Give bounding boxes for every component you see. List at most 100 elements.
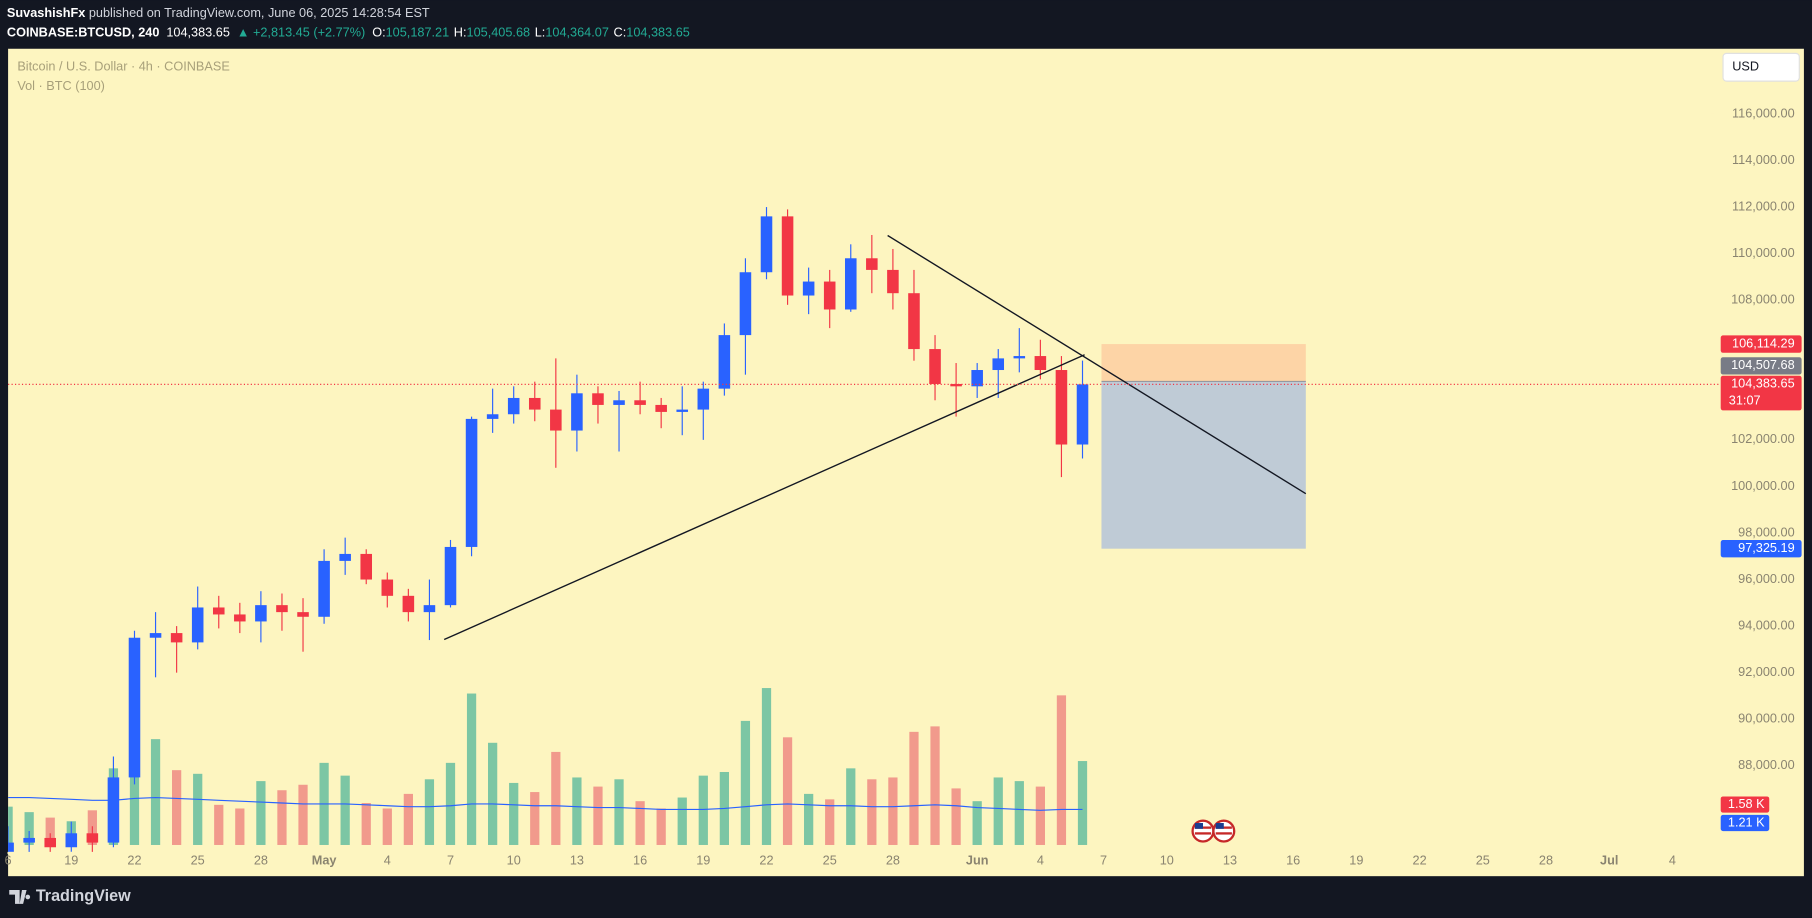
x-tick-label: 19 — [1349, 853, 1363, 868]
volume-bar — [761, 688, 772, 845]
candle-body — [128, 637, 141, 778]
currency-label[interactable]: USD — [1732, 59, 1759, 74]
volume-bar — [424, 779, 435, 845]
volume-bar — [888, 777, 898, 845]
plot-area — [8, 207, 1307, 852]
candle-body — [550, 409, 562, 431]
candle-body — [718, 335, 731, 389]
y-tick-label: 90,000.00 — [1738, 711, 1795, 726]
ohlc-key: O: — [372, 25, 385, 40]
candle-body — [760, 216, 773, 273]
candle-body — [971, 370, 983, 387]
legend-instrument: Bitcoin / U.S. Dollar · 4h · COINBASE — [17, 59, 230, 74]
candle-body — [339, 553, 351, 561]
candle-body — [844, 258, 857, 310]
candle-body — [107, 777, 120, 843]
x-tick-label: 25 — [191, 853, 205, 868]
candle-body — [65, 833, 78, 848]
candle-body — [929, 349, 941, 384]
y-tick-label: 102,000.00 — [1731, 431, 1795, 446]
volume-bar — [677, 797, 687, 845]
candle-body — [402, 595, 415, 613]
x-tick-label: 16 — [633, 853, 647, 868]
volume-bar — [340, 775, 350, 845]
candle-body — [486, 414, 499, 419]
last-price-badge-label: 104,383.65 — [1731, 376, 1795, 391]
volume-bar — [193, 773, 203, 845]
volume-bar — [846, 768, 856, 845]
volume-ma — [8, 796, 1083, 811]
chart-background — [8, 48, 1804, 877]
y-tick-label: 100,000.00 — [1731, 478, 1795, 493]
volume-bar — [361, 803, 371, 845]
candle-body — [887, 269, 899, 294]
y-tick-label: 114,000.00 — [1732, 152, 1795, 167]
y-tick-label: 92,000.00 — [1738, 664, 1795, 679]
event-flags[interactable] — [1191, 819, 1236, 843]
volume-bar — [1056, 695, 1067, 845]
candle-body — [739, 272, 752, 336]
candle-body — [676, 409, 689, 412]
author: SuvashishFx — [7, 5, 85, 20]
candle-body — [866, 258, 878, 270]
ohlc-key: L: — [535, 25, 546, 40]
candle-body — [1055, 370, 1068, 445]
x-tick-label: 10 — [507, 853, 521, 868]
candle-body — [423, 605, 436, 613]
volume-badge — [1720, 796, 1770, 813]
candle-body — [1034, 356, 1047, 371]
target-badge — [1720, 540, 1802, 558]
candle-body — [950, 383, 962, 387]
ohlc-value: 105,187.21 — [386, 25, 450, 40]
candle-body — [23, 837, 35, 843]
x-tick-label: 10 — [1160, 853, 1174, 868]
candle-body — [655, 404, 667, 412]
x-tick-label: 22 — [759, 853, 773, 868]
entry-badge-label: 104,507.68 — [1731, 357, 1795, 372]
x-tick-label: Jul — [1600, 853, 1618, 868]
y-tick-label: 94,000.00 — [1738, 617, 1795, 632]
x-tick-label: 22 — [1413, 853, 1427, 868]
volume-bar — [256, 781, 266, 845]
volume-bar — [1077, 761, 1088, 845]
volume-bar — [951, 788, 961, 845]
header-line: SuvashishFx published on TradingView.com… — [7, 5, 430, 20]
currency-button[interactable] — [1722, 52, 1800, 82]
volume-bar — [635, 801, 645, 845]
ohlc-key: H: — [454, 25, 467, 40]
volume-bar — [488, 742, 498, 845]
y-tick-label: 88,000.00 — [1738, 757, 1795, 772]
x-tick-label: 28 — [254, 853, 268, 868]
volume-bar — [445, 762, 456, 845]
candle-body — [318, 560, 330, 617]
candle-body — [212, 607, 225, 615]
y-tick-label: 112,000.00 — [1732, 198, 1795, 213]
x-tick-label: 7 — [447, 853, 454, 868]
x-tick-label: 4 — [1037, 853, 1044, 868]
volume-bar — [551, 751, 561, 845]
volume-bar — [572, 777, 582, 845]
x-tick-label: 6 — [5, 853, 12, 868]
volume-bar — [466, 693, 477, 845]
candle-body — [297, 612, 309, 617]
volume-bar — [277, 790, 287, 845]
volume-bar — [804, 793, 814, 845]
volume-bar — [150, 739, 161, 845]
candle-body — [276, 605, 288, 613]
volume-bar — [403, 793, 413, 845]
candle-body — [634, 400, 646, 405]
trendline — [443, 354, 1085, 641]
x-tick-label: Jun — [966, 853, 989, 868]
last-price-badge — [1720, 375, 1802, 411]
candle-body — [992, 358, 1005, 371]
x-tick-label: 22 — [127, 853, 141, 868]
candle-body — [360, 553, 373, 580]
volume-bar — [8, 806, 13, 845]
volume-bar — [614, 779, 624, 845]
candle-body — [802, 281, 815, 296]
candle-body — [234, 614, 246, 622]
volume-bar — [993, 777, 1003, 845]
y-tick-label: 116,000.00 — [1732, 105, 1795, 120]
volume-bar — [593, 786, 603, 845]
x-tick-label: 16 — [1286, 853, 1300, 868]
